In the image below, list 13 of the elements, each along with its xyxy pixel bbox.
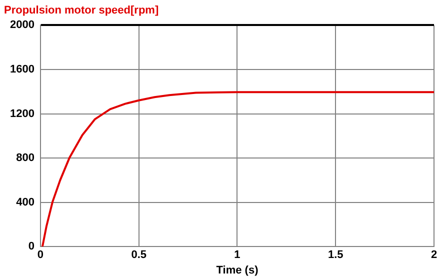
- x-tick-label: 0.5: [131, 249, 146, 262]
- x-tick-label: 0: [37, 249, 44, 262]
- y-tick-label: 1600: [10, 64, 34, 76]
- y-tick-label: 1200: [10, 108, 34, 120]
- y-tick-label: 0: [28, 240, 34, 253]
- y-tick-label: 400: [16, 196, 34, 208]
- y-tick-label: 800: [16, 152, 34, 164]
- y-tick-label: 2000: [10, 19, 34, 32]
- chart-title: Propulsion motor speed[rpm]: [4, 4, 159, 17]
- x-tick-label: 2: [430, 249, 438, 262]
- x-tick-label: 1.5: [328, 249, 344, 262]
- x-tick-label: 1: [234, 249, 240, 262]
- x-axis-title: Time (s): [216, 264, 259, 276]
